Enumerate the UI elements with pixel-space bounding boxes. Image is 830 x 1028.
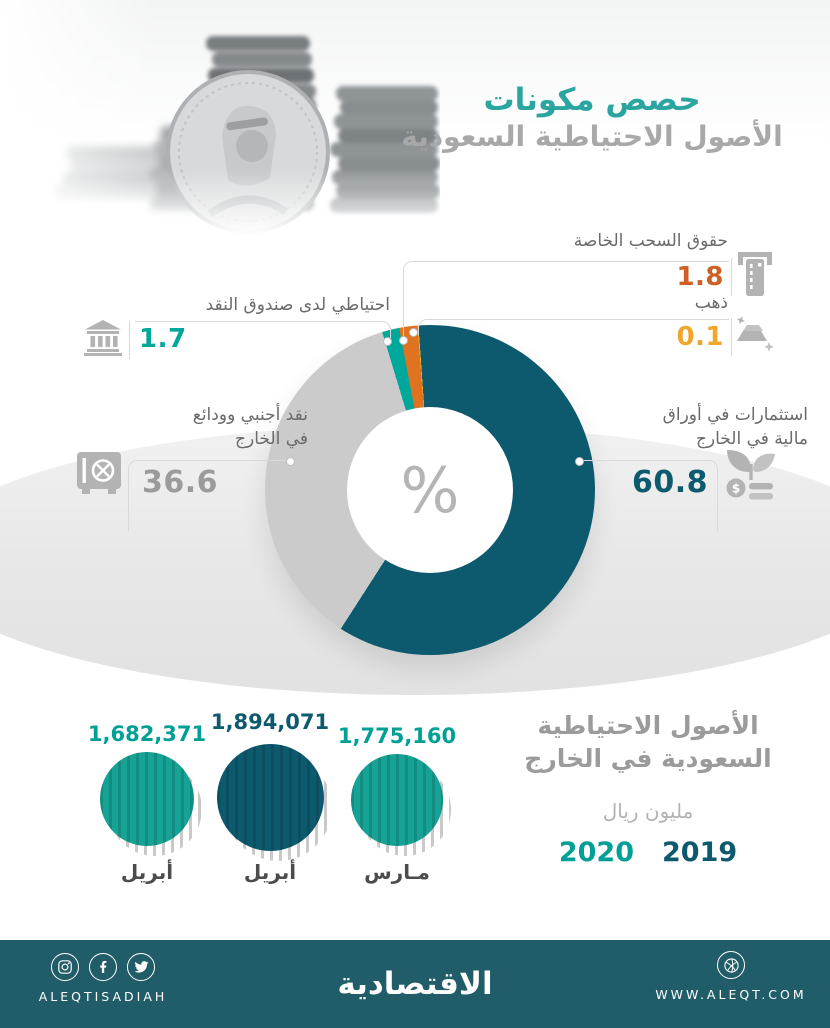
leader-dot-gold [409, 328, 418, 337]
donut-chart: % [265, 325, 595, 655]
page-title-sub: الأصول الاحتياطية السعودية [401, 120, 783, 154]
callout-box-imf [135, 321, 391, 338]
callout-label-fc: نقد أجنبي وودائع في الخارج [88, 404, 308, 452]
callout-value-imf: 1.7 [139, 324, 187, 354]
page-title: حصص مكونات الأصول الاحتياطية السعودية [392, 82, 792, 156]
card-slot-icon [738, 252, 772, 296]
callout-box-fc [128, 460, 287, 531]
callout-label-imf: احتياطي لدى صندوق النقد [205, 295, 390, 315]
svg-text:$: $ [732, 482, 740, 496]
instagram-icon[interactable] [51, 953, 79, 981]
divider [731, 318, 732, 356]
footer-social-block: ALEQTISADIAH [23, 953, 183, 1004]
callout-box-sdr [403, 261, 729, 338]
legend: 2020 2019 [480, 837, 816, 868]
callout-label-fc-line2: في الخارج [235, 428, 308, 449]
leader-dot-sdr [399, 336, 408, 345]
legend-2020: 2020 [558, 837, 634, 868]
bubble-march-2020 [351, 754, 443, 846]
coins-photo [0, 0, 440, 235]
legend-2019: 2019 [662, 837, 738, 868]
bubble-label: مـارس [364, 860, 430, 884]
investment-growth-icon: $ [726, 450, 775, 500]
summary-block: الأصول الاحتياطية السعودية في الخارج ملي… [480, 710, 816, 868]
callout-value-inv: 60.8 [631, 465, 708, 500]
callout-label-sdr: حقوق السحب الخاصة [573, 231, 728, 251]
callout-label-inv-line2: مالية في الخارج [695, 428, 808, 449]
leader-dot-fc [286, 457, 295, 466]
footer-website-block: WWW.ALEQT.COM [651, 951, 811, 1002]
callout-value-sdr: 1.8 [676, 262, 724, 292]
summary-title-line2: السعودية في الخارج [524, 743, 772, 773]
callout-label-inv-line1: استثمارات في أوراق [662, 405, 808, 425]
callout-box-gold [418, 319, 729, 335]
callout-value-gold: 0.1 [676, 322, 724, 352]
social-handle[interactable]: ALEQTISADIAH [38, 989, 168, 1004]
globe-icon[interactable] [717, 951, 745, 979]
bubble-label: أبريل [120, 860, 174, 884]
page-title-accent: حصص مكونات [483, 82, 701, 118]
bank-icon [84, 320, 122, 356]
brand-logo-wrap: الاقتصادية [0, 940, 830, 1028]
callout-label-fc-line1: نقد أجنبي وودائع [192, 405, 308, 425]
twitter-icon[interactable] [127, 953, 155, 981]
percent-symbol: % [400, 453, 460, 527]
bubble-value: 1,775,160 [337, 724, 457, 748]
bubble-april-2019 [217, 744, 324, 851]
callout-label-gold: ذهب [694, 293, 728, 313]
summary-title-line1: الأصول الاحتياطية [537, 711, 759, 740]
leader-dot-inv [575, 457, 584, 466]
safe-icon [77, 452, 121, 494]
bubble-value: 1,894,071 [210, 710, 330, 734]
callout-label-inv: استثمارات في أوراق مالية في الخارج [588, 404, 808, 452]
divider [731, 258, 732, 296]
divider [129, 321, 130, 359]
leader-dot-imf [383, 337, 392, 346]
facebook-icon[interactable] [89, 953, 117, 981]
unit-label: مليون ريال [602, 799, 694, 823]
website-url[interactable]: WWW.ALEQT.COM [655, 987, 807, 1002]
footer-bar: ALEQTISADIAH الاقتصادية WWW.ALEQT.COM [0, 940, 830, 1028]
callout-box-inv [584, 460, 718, 531]
bubble-label: أبريل [243, 860, 297, 884]
gold-bar-icon [736, 316, 774, 352]
bubble-april-2020 [100, 752, 194, 846]
brand-logo: الاقتصادية [337, 966, 493, 1002]
donut-center: % [347, 407, 513, 573]
callout-value-fc: 36.6 [142, 465, 219, 500]
bubble-value: 1,682,371 [87, 722, 207, 746]
